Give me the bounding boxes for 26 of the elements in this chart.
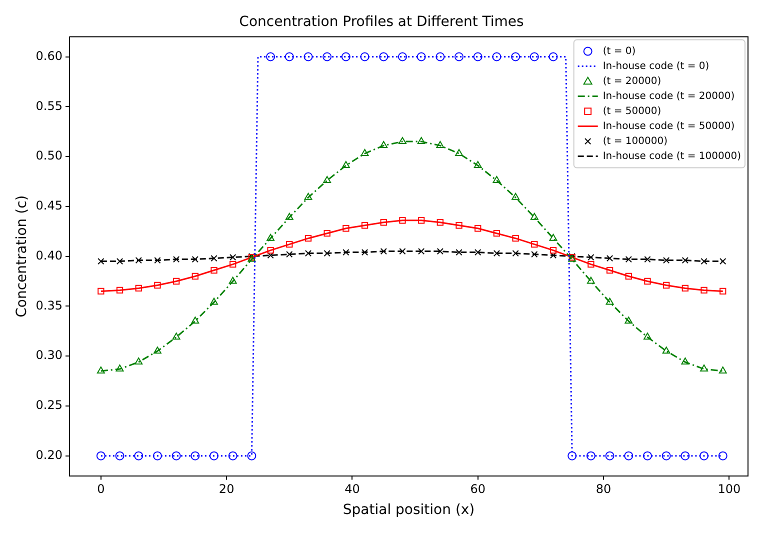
x-tick-label: 0	[97, 482, 105, 496]
x-tick-label: 20	[218, 482, 234, 496]
y-tick-label: 0.35	[36, 298, 63, 312]
y-tick-label: 0.40	[36, 248, 63, 262]
legend-label: In-house code (t = 50000)	[602, 120, 735, 132]
y-tick-label: 0.45	[36, 198, 63, 213]
legend-label: (t = 50000)	[602, 106, 662, 117]
y-tick-label: 0.30	[36, 348, 63, 362]
y-tick-label: 0.25	[36, 398, 63, 412]
legend-label: (t = 100000)	[602, 136, 668, 147]
y-tick-label: 0.55	[36, 98, 63, 113]
legend-label: In-house code (t = 100000)	[602, 150, 742, 162]
x-tick-label: 80	[596, 482, 612, 496]
y-axis-title: Concentration (c)	[14, 195, 30, 318]
legend-label: In-house code (t = 20000)	[602, 90, 735, 102]
x-axis-title: Spatial position (x)	[342, 502, 475, 518]
chart-title: Concentration Profiles at Different Times	[239, 14, 524, 30]
legend-label: (t = 20000)	[602, 76, 662, 87]
y-tick-label: 0.50	[36, 148, 63, 163]
y-tick-label: 0.60	[36, 48, 63, 63]
y-tick-label: 0.20	[36, 448, 63, 462]
legend-label: (t = 0)	[602, 46, 636, 57]
x-tick-label: 60	[470, 482, 486, 496]
x-tick-label: 100	[718, 482, 741, 496]
x-tick-label: 40	[344, 482, 360, 496]
legend-label: In-house code (t = 0)	[602, 60, 710, 72]
